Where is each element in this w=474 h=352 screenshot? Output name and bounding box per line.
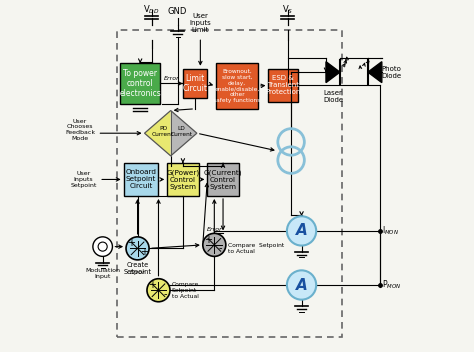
Bar xyxy=(268,69,298,102)
Bar xyxy=(167,163,199,196)
Text: G(Power)
Control
System: G(Power) Control System xyxy=(166,169,200,190)
Text: Error: Error xyxy=(129,270,145,275)
Circle shape xyxy=(98,242,107,251)
Circle shape xyxy=(147,279,170,302)
Text: G(Current)
Control
System: G(Current) Control System xyxy=(204,169,242,190)
Text: User
Chooses
Feedback
Mode: User Chooses Feedback Mode xyxy=(65,119,95,141)
Text: User
Inputs
Limit: User Inputs Limit xyxy=(190,13,211,33)
Text: +: + xyxy=(204,235,212,245)
Text: Onboard
Setpoint
Circuit: Onboard Setpoint Circuit xyxy=(126,169,156,189)
Bar xyxy=(124,163,158,196)
Text: Create
Setpoint: Create Setpoint xyxy=(124,262,152,275)
Polygon shape xyxy=(171,111,197,156)
Text: Error: Error xyxy=(164,76,180,81)
Text: I$_{MON}$: I$_{MON}$ xyxy=(382,225,399,237)
Bar xyxy=(117,30,342,337)
Text: P$_{MON}$: P$_{MON}$ xyxy=(382,279,401,291)
Bar xyxy=(120,63,160,103)
Circle shape xyxy=(287,216,316,246)
Text: Compare
Setpoint
to Actual: Compare Setpoint to Actual xyxy=(172,282,199,298)
Circle shape xyxy=(126,237,149,260)
Text: Laser
Diode: Laser Diode xyxy=(323,90,343,102)
Bar xyxy=(207,163,239,196)
Text: GND: GND xyxy=(168,7,187,16)
Bar xyxy=(216,63,258,109)
Text: Modulation
Input: Modulation Input xyxy=(85,268,120,279)
Polygon shape xyxy=(326,62,340,83)
Text: LD
Current: LD Current xyxy=(170,126,192,137)
Text: A: A xyxy=(296,224,308,238)
Text: User
Inputs
Setpoint: User Inputs Setpoint xyxy=(70,171,97,188)
Circle shape xyxy=(93,237,112,256)
Text: To power
control
electronics: To power control electronics xyxy=(119,69,161,99)
Bar xyxy=(183,69,207,98)
Text: Brownout,
slow start,
delay,
enable/disable,
other
safety functions: Brownout, slow start, delay, enable/disa… xyxy=(213,69,261,103)
Text: V$_S$: V$_S$ xyxy=(282,4,293,16)
Text: Compare  Setpoint
to Actual: Compare Setpoint to Actual xyxy=(228,243,284,254)
Text: +: + xyxy=(127,238,135,249)
Text: -: - xyxy=(163,289,166,299)
Text: Limit
Circuit: Limit Circuit xyxy=(182,74,208,93)
Polygon shape xyxy=(145,111,171,156)
Text: +: + xyxy=(148,280,156,290)
Text: Error: Error xyxy=(207,227,222,232)
Text: Photo
Diode: Photo Diode xyxy=(382,65,402,78)
Text: ESD &
Transient
Protection: ESD & Transient Protection xyxy=(265,75,301,95)
Polygon shape xyxy=(368,62,382,83)
Text: -: - xyxy=(219,243,222,253)
Circle shape xyxy=(203,233,226,256)
Text: +: + xyxy=(140,247,148,257)
Text: PD
Current: PD Current xyxy=(152,126,174,137)
Text: A: A xyxy=(296,277,308,293)
Circle shape xyxy=(287,270,316,300)
Text: V$_{DD}$: V$_{DD}$ xyxy=(143,4,160,16)
